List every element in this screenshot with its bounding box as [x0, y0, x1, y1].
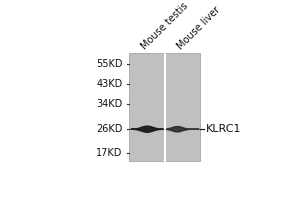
Text: KLRC1: KLRC1: [206, 124, 241, 134]
Text: Mouse liver: Mouse liver: [176, 5, 222, 52]
Bar: [129, 53, 200, 161]
Text: 34KD: 34KD: [97, 99, 123, 109]
Text: 17KD: 17KD: [96, 148, 123, 158]
Text: 55KD: 55KD: [96, 59, 123, 69]
Text: Mouse testis: Mouse testis: [140, 1, 190, 52]
Text: 43KD: 43KD: [97, 79, 123, 89]
Text: 26KD: 26KD: [96, 124, 123, 134]
